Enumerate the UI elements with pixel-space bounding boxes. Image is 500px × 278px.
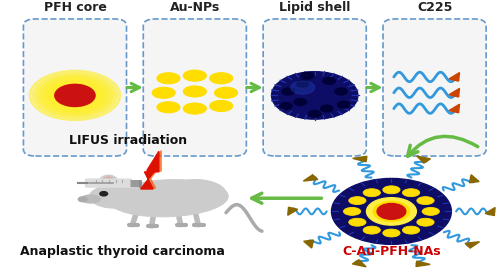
Circle shape (56, 85, 94, 106)
Ellipse shape (210, 100, 233, 111)
Polygon shape (143, 150, 162, 188)
Circle shape (290, 81, 314, 94)
Ellipse shape (210, 73, 233, 84)
Polygon shape (140, 151, 159, 189)
Circle shape (44, 79, 106, 112)
Text: LIFUS irradiation: LIFUS irradiation (68, 134, 187, 147)
Circle shape (294, 99, 306, 105)
Circle shape (335, 88, 347, 95)
Ellipse shape (157, 73, 180, 84)
Circle shape (100, 192, 108, 196)
FancyBboxPatch shape (86, 179, 132, 187)
Circle shape (320, 105, 333, 112)
Ellipse shape (103, 177, 115, 185)
Circle shape (308, 110, 321, 117)
Ellipse shape (402, 226, 419, 234)
Circle shape (373, 201, 410, 221)
Ellipse shape (348, 197, 366, 205)
Ellipse shape (184, 70, 206, 81)
Circle shape (37, 75, 113, 116)
FancyBboxPatch shape (383, 19, 486, 156)
Ellipse shape (363, 226, 380, 234)
Text: Anaplastic thyroid carcinoma: Anaplastic thyroid carcinoma (20, 245, 226, 257)
Circle shape (337, 101, 349, 108)
Ellipse shape (383, 229, 400, 237)
Polygon shape (304, 240, 314, 248)
Circle shape (55, 84, 95, 106)
Text: PFH core: PFH core (44, 1, 106, 14)
Polygon shape (416, 156, 430, 163)
Text: C-Au-PFH-NAs: C-Au-PFH-NAs (342, 245, 440, 257)
Ellipse shape (184, 103, 206, 114)
Ellipse shape (90, 186, 138, 208)
Polygon shape (416, 261, 430, 267)
Circle shape (272, 72, 358, 119)
Ellipse shape (417, 197, 434, 205)
Ellipse shape (422, 207, 440, 215)
Polygon shape (485, 207, 495, 215)
Circle shape (323, 78, 336, 84)
Circle shape (30, 70, 120, 120)
FancyBboxPatch shape (263, 19, 366, 156)
Circle shape (377, 203, 406, 219)
Circle shape (302, 72, 314, 79)
Ellipse shape (383, 186, 400, 194)
Polygon shape (465, 242, 479, 248)
Polygon shape (288, 207, 298, 215)
Ellipse shape (157, 102, 180, 113)
Circle shape (282, 88, 294, 95)
Polygon shape (449, 88, 460, 97)
Circle shape (366, 198, 416, 225)
Circle shape (48, 81, 102, 110)
Text: Au-NPs: Au-NPs (170, 1, 220, 14)
Circle shape (280, 103, 292, 109)
Ellipse shape (81, 195, 100, 203)
Ellipse shape (348, 218, 366, 226)
Circle shape (40, 76, 110, 114)
Circle shape (30, 70, 120, 120)
Polygon shape (352, 260, 366, 267)
Polygon shape (449, 73, 460, 81)
Circle shape (78, 197, 87, 202)
Ellipse shape (417, 218, 434, 226)
FancyBboxPatch shape (144, 19, 246, 156)
Ellipse shape (152, 87, 175, 98)
Text: Lipid shell: Lipid shell (279, 1, 350, 14)
Polygon shape (470, 175, 479, 183)
Polygon shape (352, 156, 367, 162)
FancyBboxPatch shape (24, 19, 127, 156)
Ellipse shape (108, 180, 228, 217)
Polygon shape (304, 175, 318, 181)
Circle shape (59, 87, 90, 104)
Circle shape (33, 73, 117, 118)
Text: C225: C225 (417, 1, 452, 14)
Ellipse shape (168, 180, 226, 206)
Ellipse shape (100, 175, 117, 187)
Ellipse shape (214, 87, 238, 98)
Circle shape (63, 89, 87, 102)
Ellipse shape (402, 189, 419, 197)
Ellipse shape (184, 86, 206, 97)
Circle shape (332, 178, 452, 244)
Ellipse shape (363, 189, 380, 197)
Circle shape (52, 83, 98, 108)
Circle shape (296, 80, 309, 87)
Ellipse shape (344, 207, 360, 215)
Polygon shape (449, 104, 460, 113)
